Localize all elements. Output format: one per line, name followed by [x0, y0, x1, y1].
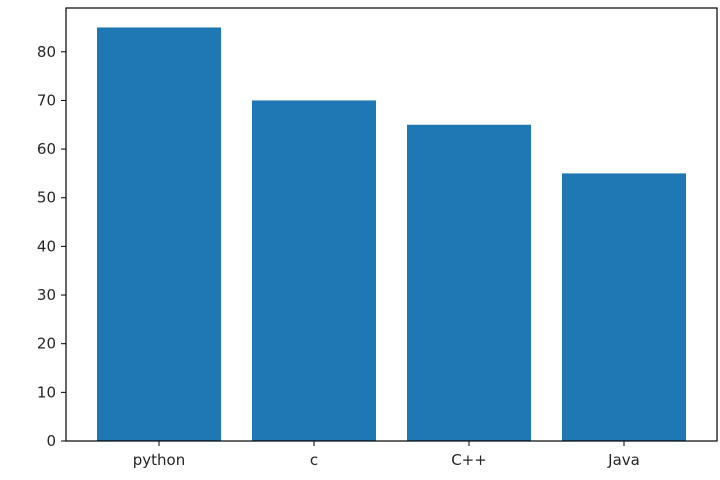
bar-python	[97, 27, 221, 442]
ticks-group: python c C++ Java 0 10 20 30 40 50 60 70 80	[37, 43, 640, 469]
x-tick-label: Java	[607, 451, 640, 469]
y-tick-label: 20	[37, 335, 56, 353]
x-tick-label: python	[133, 451, 185, 469]
y-tick-label: 80	[37, 43, 56, 61]
bar-c	[252, 100, 376, 441]
x-tick-label: C++	[451, 451, 487, 469]
y-tick-label: 30	[37, 286, 56, 304]
x-tick-label: c	[310, 451, 318, 469]
bars-group	[97, 27, 686, 442]
y-tick-label: 50	[37, 189, 56, 207]
y-tick-label: 60	[37, 140, 56, 158]
y-tick-label: 10	[37, 383, 56, 401]
plot-frame	[65, 7, 718, 442]
bar-cp	[407, 124, 531, 442]
y-tick-label: 0	[46, 432, 56, 450]
bar-java	[562, 173, 686, 442]
y-tick-label: 40	[37, 237, 56, 255]
y-tick-label: 70	[37, 91, 56, 109]
